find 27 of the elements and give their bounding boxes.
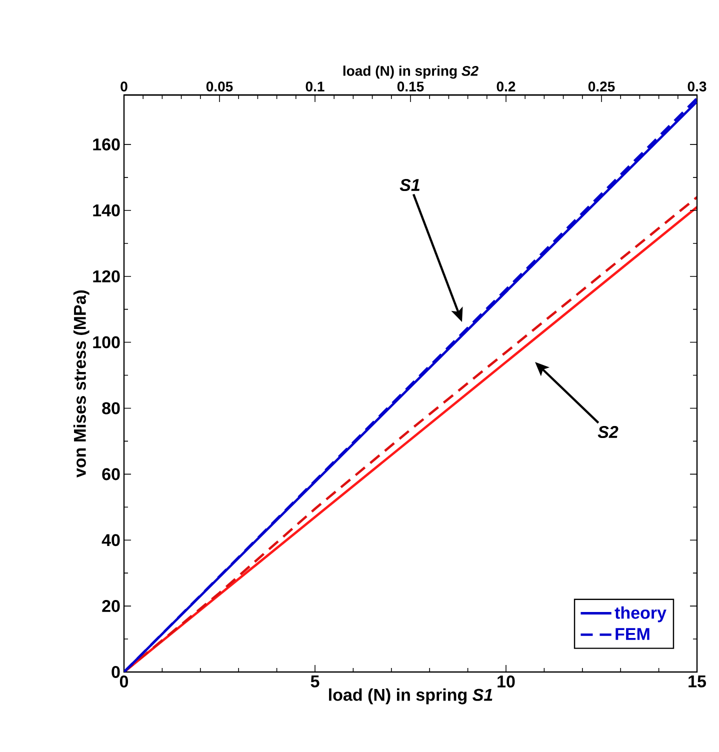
y-tick-label: 100: [93, 336, 120, 348]
x-tick-label: 0: [120, 676, 128, 688]
annotation: S2: [598, 426, 618, 438]
y-tick-label: 20: [102, 600, 120, 612]
x-axis-title: load (N) in spring S1: [329, 688, 492, 704]
y-tick-label: 120: [93, 270, 120, 282]
x2-tick-label: 0.2: [496, 82, 516, 92]
y-tick-label: 0: [112, 666, 120, 678]
legend-label: FEM: [616, 628, 650, 640]
y-tick-label: 60: [102, 468, 120, 480]
y-tick-label: 160: [93, 138, 120, 150]
x-tick-label: 15: [688, 676, 706, 688]
y-axis-title: von Mises stress (MPa): [73, 290, 90, 478]
x2-tick-label: 0.3: [688, 82, 706, 92]
legend-label: theory: [614, 606, 666, 622]
annotation: S1: [400, 178, 420, 192]
x2-tick-label: 0.1: [306, 82, 324, 92]
y-tick-label: 40: [102, 534, 120, 546]
x-tick-label: 5: [310, 676, 320, 688]
x2-tick-label: 0: [120, 82, 128, 92]
x-tick-label: 10: [498, 676, 515, 688]
y-tick-label: 80: [102, 402, 120, 414]
y-tick-label: 140: [93, 204, 120, 216]
x2-axis-title: load (N) in spring S2: [343, 66, 478, 79]
x2-tick-label: 0.05: [206, 82, 233, 92]
x2-tick-label: 0.15: [397, 82, 424, 92]
x2-tick-label: 0.25: [588, 82, 615, 92]
